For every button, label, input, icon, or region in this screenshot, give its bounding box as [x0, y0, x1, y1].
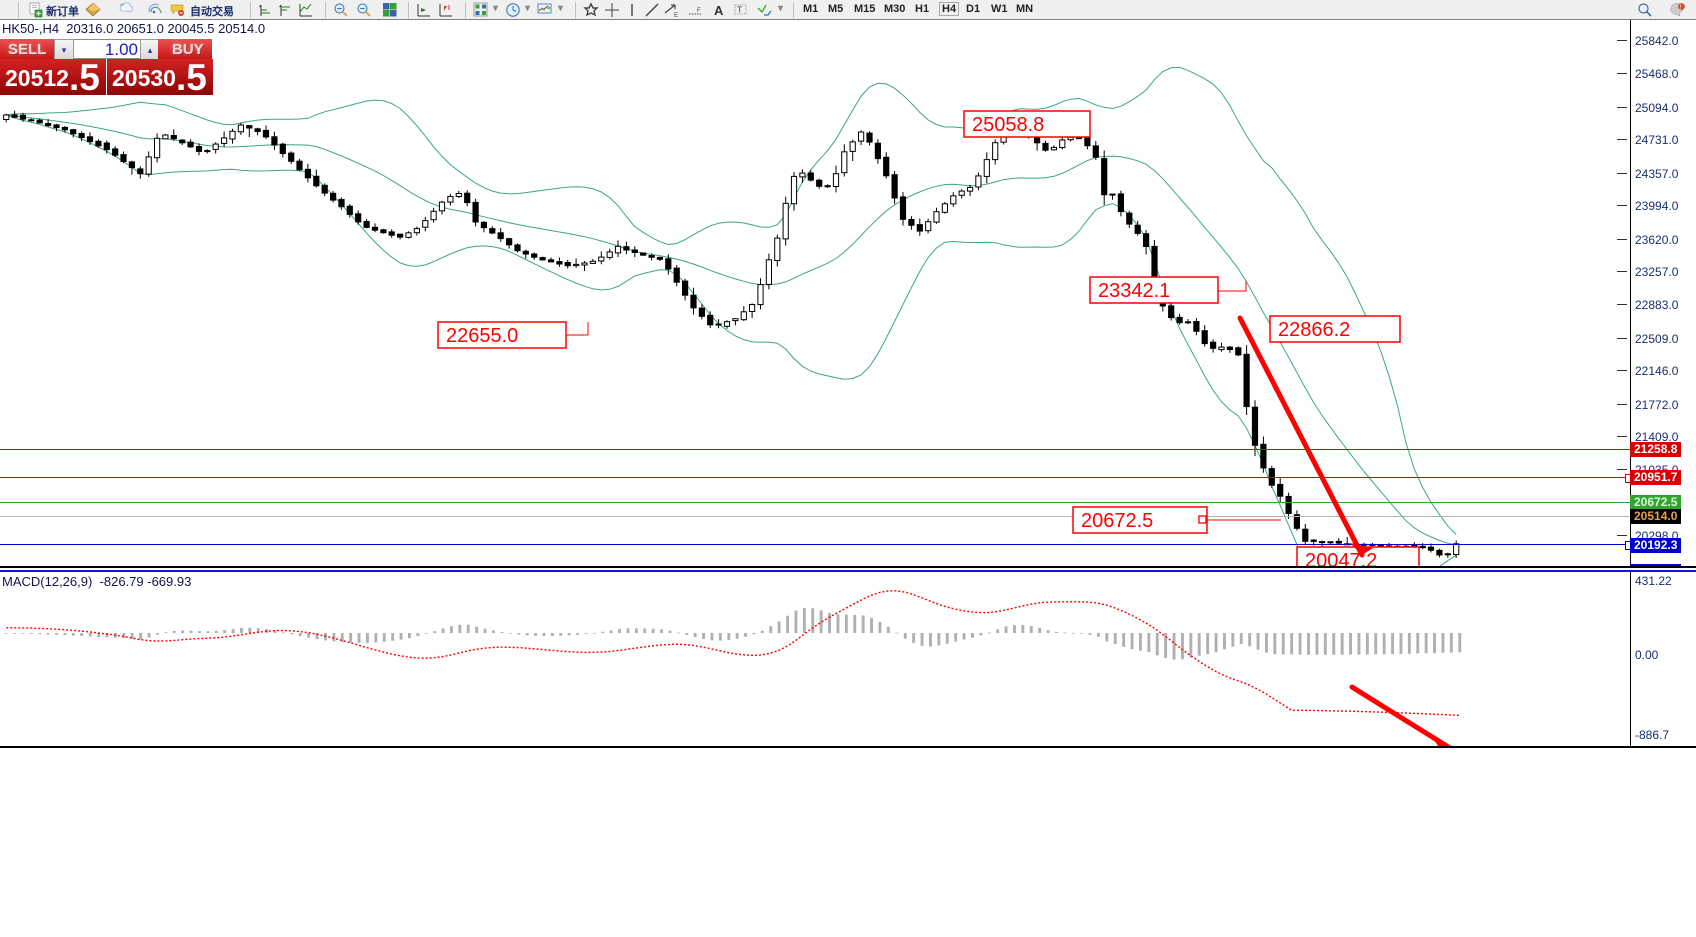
svg-text:A: A [714, 3, 724, 18]
svg-text:F: F [697, 8, 701, 14]
svg-text:T: T [737, 6, 742, 15]
svg-text:E: E [674, 13, 678, 18]
